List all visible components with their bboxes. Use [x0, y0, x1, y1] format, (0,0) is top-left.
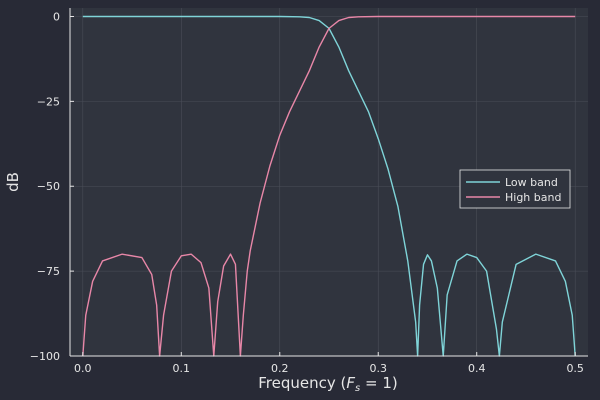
x-axis-title-prefix: Frequency ( — [258, 374, 346, 392]
y-tick-label: −100 — [30, 350, 60, 363]
x-axis-title: Frequency (Fs = 1) — [258, 374, 397, 394]
series-line-high-band — [82, 15, 576, 357]
x-tick-label: 0.2 — [271, 362, 289, 375]
x-tick-label: 0.0 — [74, 362, 92, 375]
y-tick-label: −25 — [37, 95, 60, 108]
series-layer — [82, 15, 576, 357]
y-tick-label: −50 — [37, 180, 60, 193]
y-axis-title: dB — [4, 172, 22, 192]
legend-label: High band — [505, 191, 561, 204]
legend-label: Low band — [505, 176, 558, 189]
ticks: 0.0 0.1 0.2 0.3 0.4 0.5 0 −25 −50 −75 −100 — [30, 10, 584, 375]
x-tick-label: 0.4 — [468, 362, 486, 375]
axes — [69, 8, 588, 357]
x-axis-title-eq: = 1) — [360, 374, 398, 392]
y-tick-label: −75 — [37, 265, 60, 278]
x-tick-label: 0.3 — [369, 362, 387, 375]
x-tick-label: 0.5 — [566, 362, 584, 375]
legend-box — [459, 169, 571, 209]
x-tick-label: 0.1 — [173, 362, 191, 375]
series-line-low-band — [82, 15, 576, 357]
x-axis-title-var: F — [346, 374, 355, 392]
legend: Low band High band — [459, 169, 571, 209]
x-axis-title-sub: s — [355, 383, 360, 394]
y-tick-label: 0 — [53, 10, 60, 23]
